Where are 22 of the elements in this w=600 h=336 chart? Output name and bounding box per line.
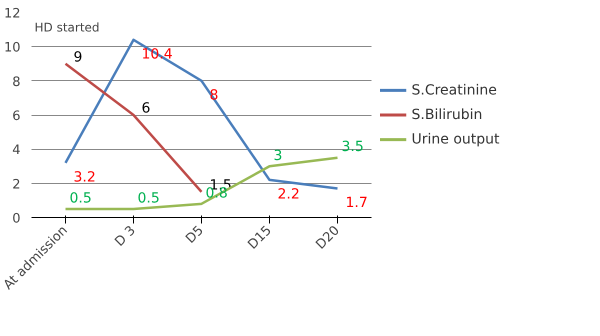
data-label: 3	[274, 148, 282, 164]
y-tick-label: 0	[12, 212, 21, 226]
data-label: 3.5	[342, 139, 364, 156]
data-label: 0.5	[70, 190, 92, 206]
legend-label: Urine output	[412, 132, 500, 148]
data-label: 6	[142, 100, 150, 116]
x-tick-label: D5	[183, 223, 207, 247]
data-label: 1.7	[346, 194, 368, 211]
legend-label: S.Bilirubin	[412, 107, 482, 123]
data-label: 0.5	[138, 190, 160, 206]
data-label: 2.2	[278, 186, 300, 202]
legend-label: S.Creatinine	[412, 82, 497, 98]
y-tick-label: 6	[12, 109, 21, 124]
x-tick-label: D 3	[112, 223, 139, 250]
annotation: HD started	[34, 20, 100, 34]
y-tick-label: 2	[12, 177, 21, 192]
data-label: 9	[74, 49, 82, 66]
data-label: 3.2	[74, 169, 96, 186]
y-tick-label: 4	[12, 143, 21, 158]
y-tick-label: 12	[4, 6, 21, 22]
y-tick-label: 10	[4, 40, 21, 56]
y-tick-label: 8	[12, 74, 21, 90]
